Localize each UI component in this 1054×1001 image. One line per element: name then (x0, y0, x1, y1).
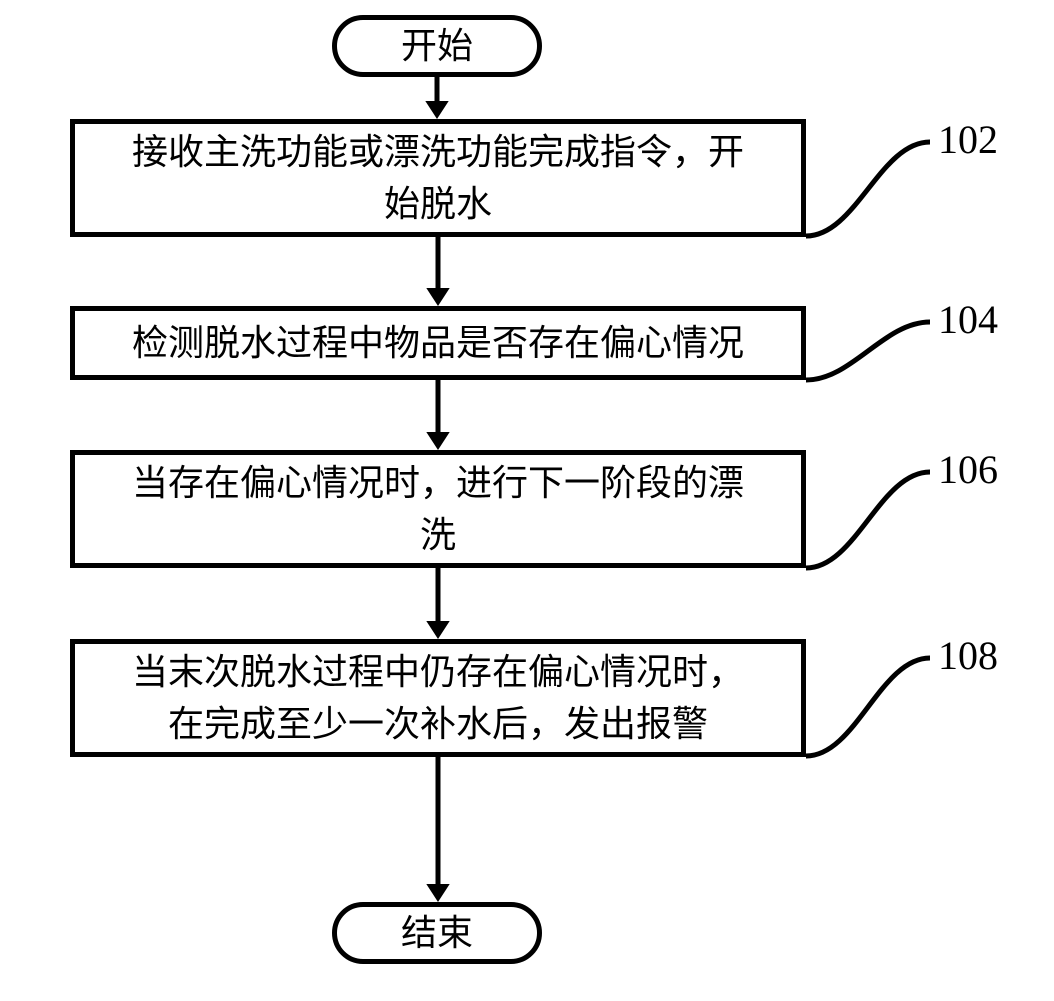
terminator-start: 开始 (332, 15, 542, 77)
process-102-label: 接收主洗功能或漂洗功能完成指令，开始脱水 (132, 126, 744, 230)
ref-label-104: 104 (938, 296, 998, 343)
start-label: 开始 (401, 20, 473, 72)
ref-102-text: 102 (938, 117, 998, 162)
ref-104-text: 104 (938, 297, 998, 342)
ref-label-106: 106 (938, 446, 998, 493)
process-106: 当存在偏心情况时，进行下一阶段的漂洗 (70, 450, 806, 568)
terminator-end: 结束 (332, 902, 542, 964)
process-108-label: 当末次脱水过程中仍存在偏心情况时，在完成至少一次补水后，发出报警 (132, 646, 744, 750)
process-108: 当末次脱水过程中仍存在偏心情况时，在完成至少一次补水后，发出报警 (70, 639, 806, 757)
process-106-label: 当存在偏心情况时，进行下一阶段的漂洗 (132, 457, 744, 561)
ref-108-text: 108 (938, 633, 998, 678)
ref-label-102: 102 (938, 116, 998, 163)
ref-label-108: 108 (938, 632, 998, 679)
ref-106-text: 106 (938, 447, 998, 492)
process-104-label: 检测脱水过程中物品是否存在偏心情况 (132, 317, 744, 369)
process-104: 检测脱水过程中物品是否存在偏心情况 (70, 306, 806, 380)
flowchart-canvas: 开始 接收主洗功能或漂洗功能完成指令，开始脱水 检测脱水过程中物品是否存在偏心情… (0, 0, 1054, 1001)
end-label: 结束 (401, 907, 473, 959)
process-102: 接收主洗功能或漂洗功能完成指令，开始脱水 (70, 119, 806, 237)
